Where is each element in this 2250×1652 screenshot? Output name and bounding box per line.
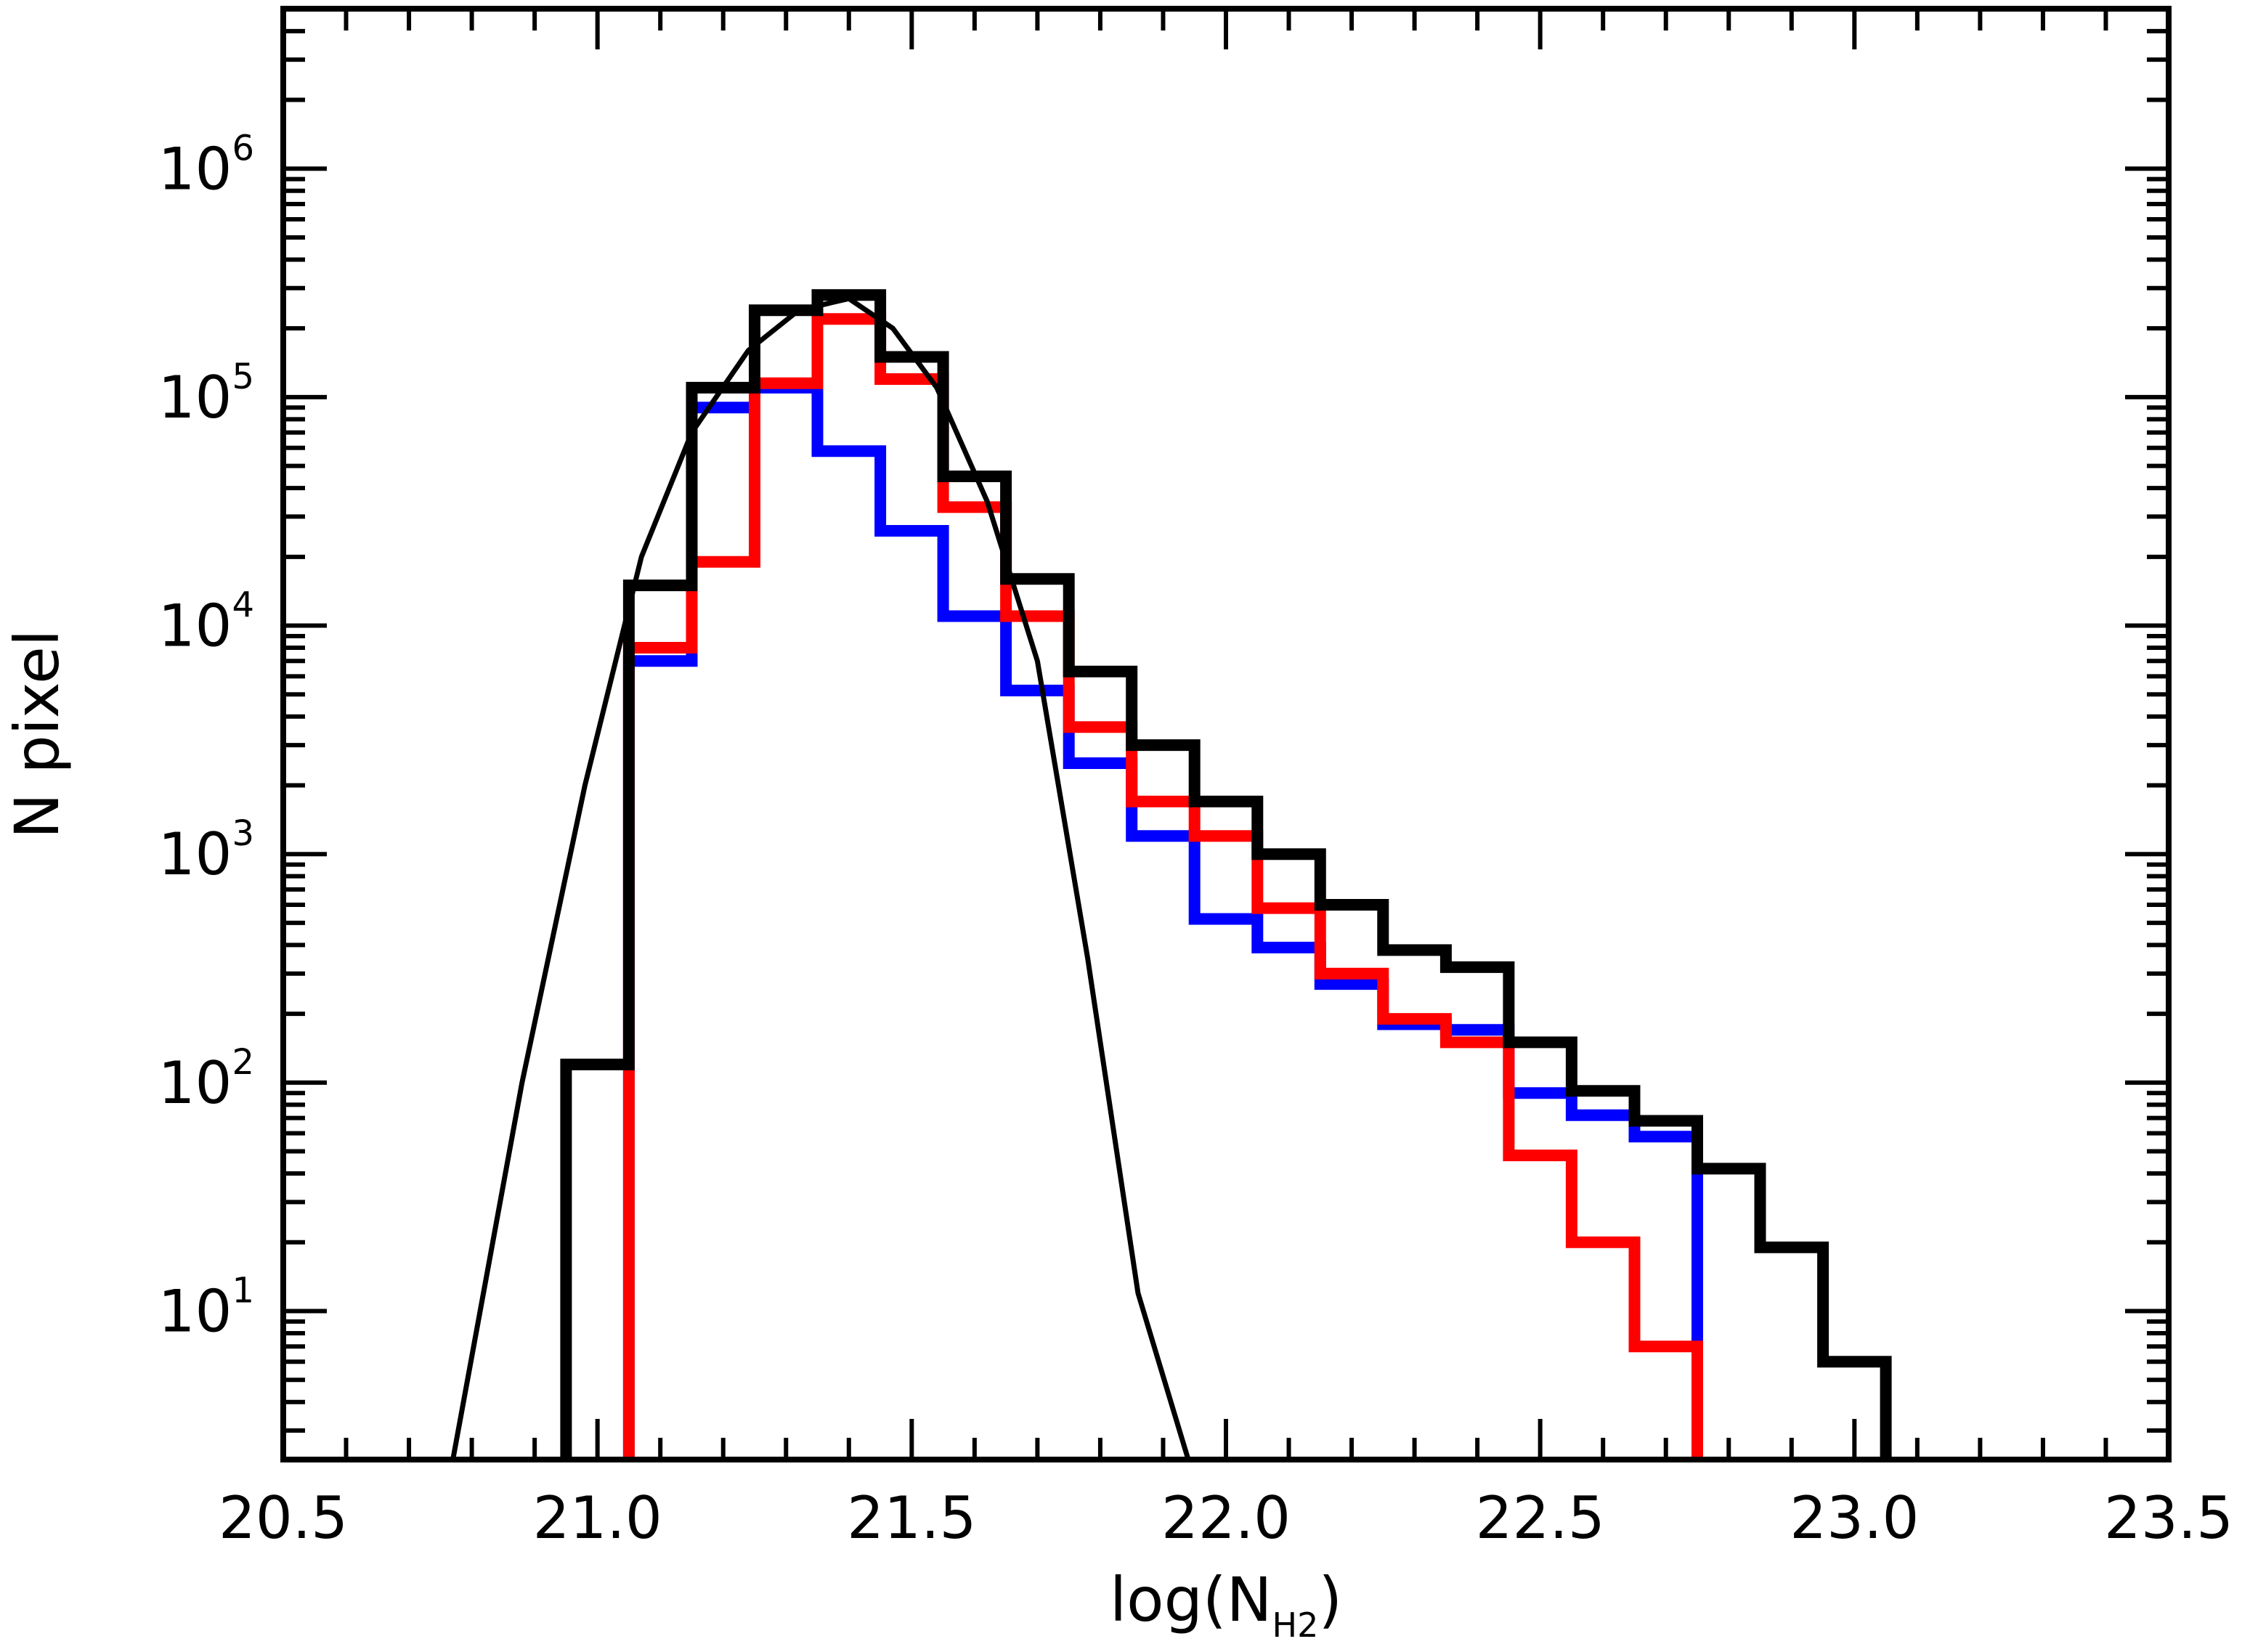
x-tick-labels: 20.5 21.0 21.5 22.0 22.5 23.0 23.5 [219,1484,2233,1552]
y-tick-labels: 101 102 103 104 105 106 [158,128,254,1345]
x-tick-label: 21.5 [847,1484,976,1552]
x-tick-label: 22.5 [1476,1484,1605,1552]
x-tick-label: 22.0 [1161,1484,1291,1552]
y-axis-title: N pixel [1,630,73,839]
x-tick-label: 21.0 [533,1484,662,1552]
lognormal-fit-curve [450,296,1191,1461]
histogram-series-1 [622,381,1703,1460]
y-tick-label: 102 [158,1042,254,1117]
plot-frame [280,6,2172,1462]
x-tick-label: 23.5 [2104,1484,2233,1552]
histogram-series-2 [622,313,1703,1460]
x-tick-label: 20.5 [219,1484,348,1552]
series-layer [450,289,1892,1461]
x-tick-label: 23.0 [1790,1484,1919,1552]
y-tick-label: 101 [158,1270,254,1345]
y-tick-label: 103 [158,813,254,888]
x-axis-title: log(NH2) [1110,1564,1342,1645]
y-tick-label: 104 [158,585,254,660]
y-tick-label: 105 [158,357,254,431]
y-tick-label: 106 [158,128,254,203]
histogram-series-3 [560,289,1892,1460]
